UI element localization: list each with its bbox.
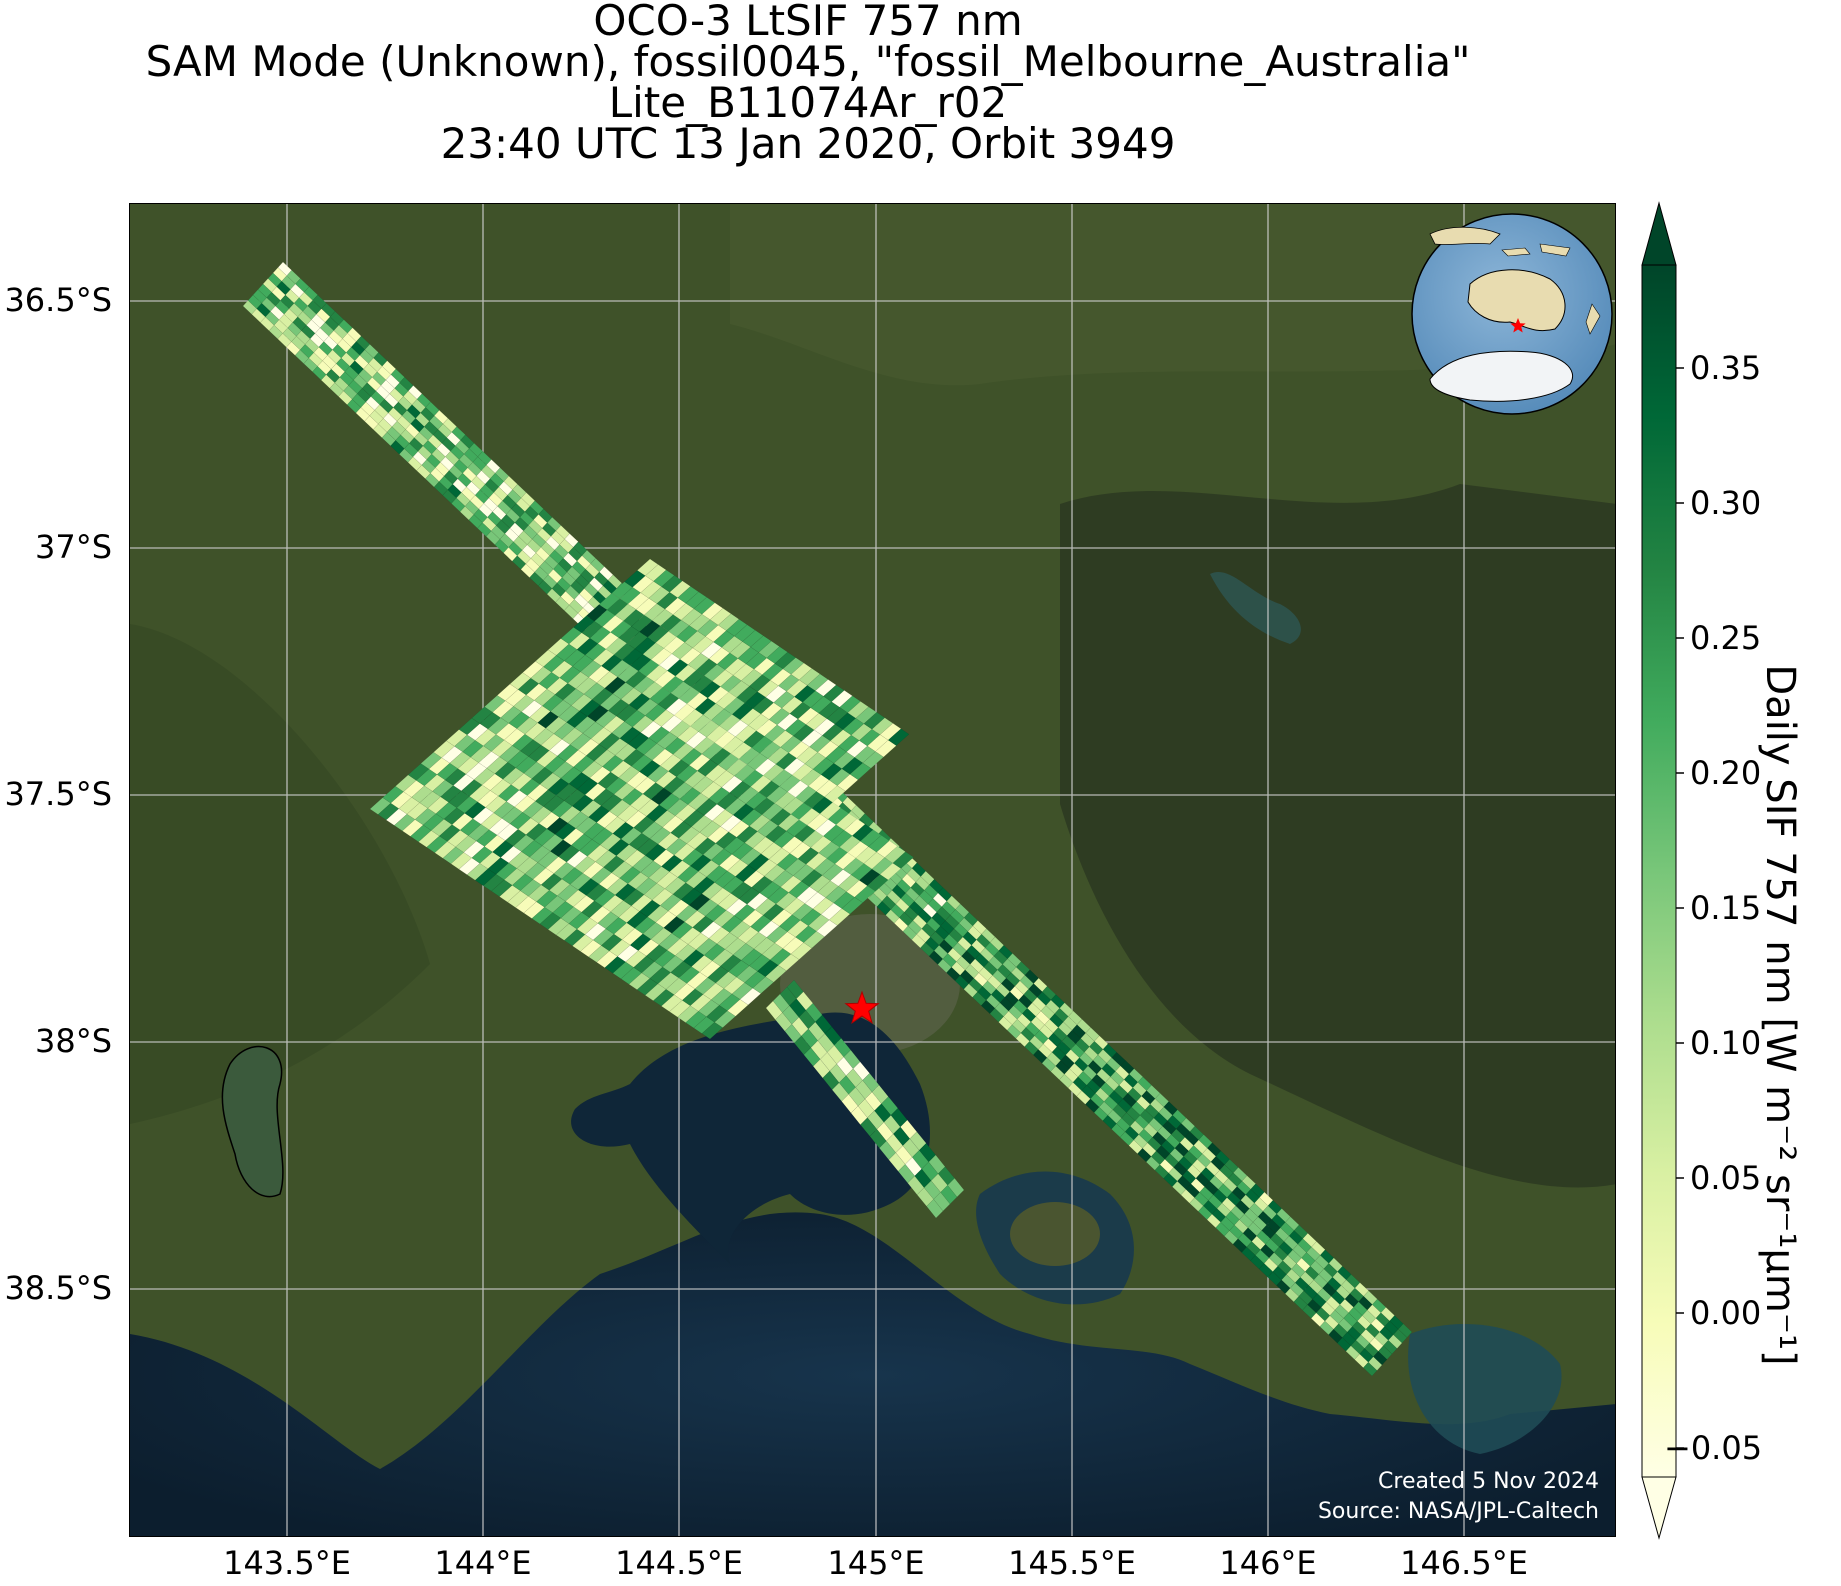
- french-island: [1010, 1202, 1100, 1266]
- colorbar-tick-label: 0.25: [1690, 619, 1762, 657]
- colorbar-tick-label: 0.05: [1690, 1159, 1762, 1197]
- lon-tick-label: 145°E: [827, 1544, 925, 1582]
- sif-cell: [1362, 1361, 1378, 1377]
- lon-tick-label: 143.5°E: [223, 1544, 351, 1582]
- inset-globe: [1411, 213, 1613, 415]
- bass-strait: [130, 1212, 1615, 1536]
- title-line-1: OCO-3 LtSIF 757 nm: [593, 0, 1023, 45]
- colorbar-tick-label: 0.10: [1690, 1024, 1762, 1062]
- sif-swaths: [242, 261, 1413, 1377]
- title-line-3: Lite_B11074Ar_r02: [608, 78, 1008, 127]
- title-line-4: 23:40 UTC 13 Jan 2020, Orbit 3949: [440, 119, 1176, 168]
- mountain-region: [1060, 484, 1615, 1188]
- reservoir: [1210, 571, 1301, 644]
- lat-tick-label: 38.5°S: [4, 1269, 112, 1307]
- lon-tick-label: 146.5°E: [1400, 1544, 1528, 1582]
- sif-cell: [887, 728, 910, 746]
- lon-tick-label: 144.5°E: [615, 1544, 743, 1582]
- colorbar: [1641, 201, 1684, 1540]
- colorbar-tick-label: −0.05: [1664, 1429, 1763, 1467]
- lat-tick-label: 36.5°S: [4, 281, 112, 319]
- lat-tick-label: 37°S: [34, 528, 112, 566]
- target-star-marker: [844, 990, 880, 1024]
- map-title: OCO-3 LtSIF 757 nm SAM Mode (Unknown), f…: [0, 0, 1616, 168]
- inset-star-marker: [1510, 318, 1526, 333]
- lon-tick-label: 146°E: [1219, 1544, 1317, 1582]
- sif-cell: [892, 851, 915, 869]
- western-range: [130, 624, 430, 1124]
- colorbar-tick-label: 0.20: [1690, 754, 1762, 792]
- colorbar-label: Daily SIF 757 nm [W m⁻² sr⁻¹μm⁻¹]: [1757, 664, 1803, 1366]
- colorbar-tick-label: 0.15: [1690, 889, 1762, 927]
- sif-cell: [926, 1198, 944, 1219]
- colorbar-tick-label: 0.35: [1690, 349, 1762, 387]
- lon-tick-label: 145.5°E: [1008, 1544, 1136, 1582]
- credit-created: Created 5 Nov 2024: [1378, 1469, 1599, 1494]
- northern-farmland: [730, 204, 1615, 386]
- colorbar-tick-label: 0.30: [1690, 484, 1762, 522]
- lon-tick-label: 144°E: [434, 1544, 532, 1582]
- western-lake: [221, 1045, 284, 1198]
- map-panel: Created 5 Nov 2024 Source: NASA/JPL-Calt…: [129, 203, 1616, 1537]
- lat-tick-label: 37.5°S: [4, 775, 112, 813]
- corner-inlet: [1408, 1324, 1562, 1454]
- lat-tick-label: 38°S: [34, 1022, 112, 1060]
- credit-source: Source: NASA/JPL-Caltech: [1317, 1499, 1599, 1524]
- colorbar-tick-label: 0.00: [1690, 1294, 1762, 1332]
- map-svg: [130, 204, 1615, 1536]
- title-line-2: SAM Mode (Unknown), fossil0045, "fossil_…: [145, 37, 1471, 86]
